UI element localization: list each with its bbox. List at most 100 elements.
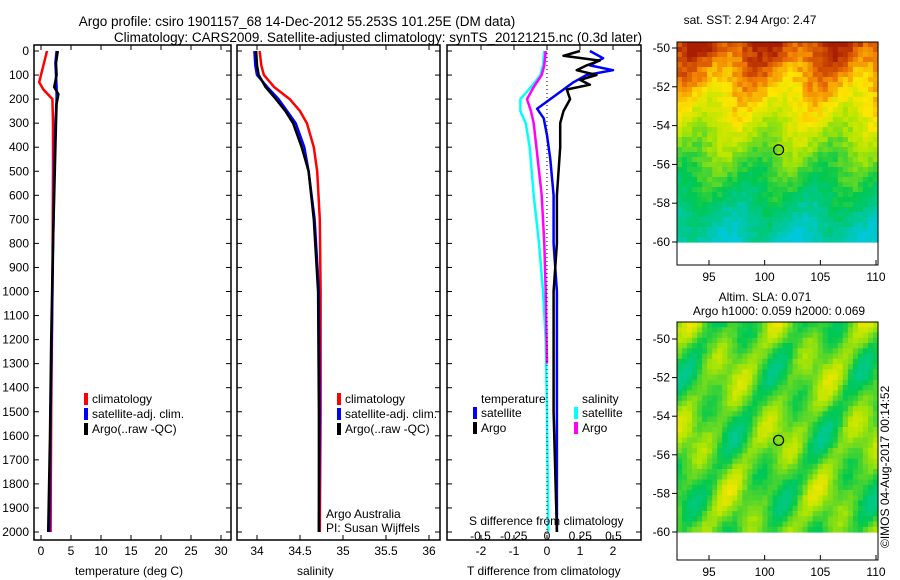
- map-cell: [787, 500, 794, 507]
- map-cell: [817, 222, 824, 228]
- map-cell: [847, 87, 854, 93]
- map-cell: [797, 157, 804, 163]
- map-cell: [827, 132, 834, 138]
- map-cell: [832, 162, 839, 168]
- map-cell: [842, 374, 849, 381]
- map-cell: [767, 406, 774, 412]
- map-cell: [807, 112, 814, 118]
- map-cell: [827, 364, 834, 370]
- map-cell: [792, 505, 799, 512]
- map-cell: [868, 442, 874, 449]
- map-cell: [792, 107, 799, 113]
- map-cell: [767, 327, 774, 334]
- map-cell: [692, 348, 698, 355]
- map-cell: [762, 353, 768, 360]
- map-cell: [842, 448, 849, 454]
- map-cell: [752, 207, 758, 213]
- map-cell: [837, 177, 844, 183]
- map-cell: [837, 374, 844, 381]
- map-cell: [747, 458, 753, 465]
- map-cell: [727, 142, 733, 148]
- map-cell: [727, 107, 733, 113]
- map-cell: [677, 232, 683, 238]
- title-line-2: Climatology: CARS2009. Satellite-adjuste…: [114, 30, 642, 45]
- map-cell: [747, 137, 753, 143]
- map-cell: [787, 72, 794, 78]
- map-cell: [782, 112, 789, 118]
- map-cell: [697, 416, 703, 423]
- map-cell: [862, 217, 869, 223]
- map-cell: [752, 427, 758, 433]
- map-cell: [817, 416, 824, 423]
- map-cell: [712, 227, 718, 233]
- map-cell: [817, 97, 824, 103]
- map-cell: [707, 364, 713, 370]
- map-cell: [792, 343, 799, 349]
- map-cell: [712, 511, 718, 517]
- map-cell: [767, 332, 774, 339]
- map-cell: [792, 421, 799, 428]
- map-cell: [832, 137, 839, 143]
- map-cell: [677, 197, 683, 203]
- map-cell: [852, 212, 859, 218]
- map-cell: [747, 87, 753, 93]
- map-cell: [702, 47, 708, 53]
- map-cell: [832, 157, 839, 163]
- map-cell: [852, 511, 859, 517]
- map-cell: [832, 411, 839, 418]
- map-cell: [757, 395, 763, 402]
- map-cell: [727, 127, 733, 133]
- map-cell: [717, 505, 723, 512]
- map-cell: [752, 353, 758, 360]
- map-cell: [777, 147, 784, 153]
- map-cell: [757, 358, 763, 365]
- map-cell: [702, 374, 708, 381]
- map-cell: [802, 87, 809, 93]
- map-cell: [742, 227, 748, 233]
- series-line-argo-raw-qc-: [46, 50, 60, 533]
- map-cell: [862, 427, 869, 433]
- map-cell: [692, 411, 698, 418]
- map-cell: [812, 521, 819, 528]
- map-cell: [812, 411, 819, 418]
- map-cell: [827, 526, 834, 533]
- map-cell: [742, 474, 748, 481]
- map-cell: [857, 62, 864, 68]
- map-cell: [747, 222, 753, 228]
- map-cell: [747, 526, 753, 533]
- map-cell: [692, 416, 698, 423]
- map-cell: [832, 142, 839, 148]
- map-cell: [767, 453, 774, 460]
- y-tick-label: 1100: [3, 309, 29, 323]
- map-cell: [762, 152, 768, 158]
- map-cell: [822, 432, 829, 439]
- map-cell: [742, 511, 748, 517]
- map-cell: [712, 505, 718, 512]
- map-cell: [677, 72, 683, 78]
- map-cell: [787, 395, 794, 402]
- map-cell: [722, 400, 728, 407]
- map-cell: [682, 343, 688, 349]
- map-cell: [827, 427, 834, 433]
- map-cell: [862, 122, 869, 128]
- map-cell: [752, 406, 758, 412]
- map-cell: [742, 479, 748, 486]
- map-cell: [817, 395, 824, 402]
- map-cell: [842, 469, 849, 475]
- map-cell: [837, 453, 844, 460]
- map-cell: [797, 453, 804, 460]
- map-cell: [742, 442, 748, 449]
- map-cell: [842, 479, 849, 486]
- map-cell: [847, 500, 854, 507]
- map-cell: [687, 92, 693, 98]
- lat-tick-label: -58: [653, 196, 671, 210]
- map-cell: [862, 322, 869, 328]
- map-cell: [817, 122, 824, 128]
- plot-frame: [446, 44, 642, 541]
- map-cell: [732, 167, 738, 173]
- map-cell: [827, 192, 834, 198]
- map-cell: [807, 348, 814, 355]
- map-cell: [772, 127, 779, 133]
- map-cell: [847, 62, 854, 68]
- map-cell: [847, 484, 854, 491]
